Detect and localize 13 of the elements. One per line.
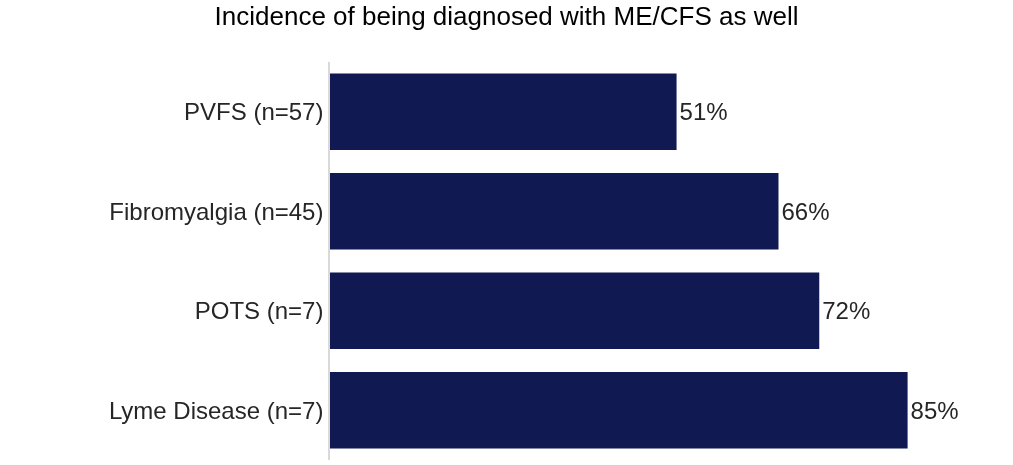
- bar: [330, 371, 908, 449]
- bar: [330, 172, 779, 250]
- data-label: 72%: [822, 297, 871, 325]
- data-label: 85%: [910, 396, 959, 424]
- y-tick-label: Fibromyalgia (n=45): [109, 197, 324, 225]
- y-tick-label: Lyme Disease (n=7): [108, 396, 324, 424]
- chart-title: Incidence of being diagnosed with ME/CFS as well: [214, 1, 799, 32]
- bar: [330, 272, 820, 350]
- bar: [330, 73, 677, 151]
- data-label: 51%: [679, 98, 728, 126]
- y-tick-label: POTS (n=7): [194, 297, 324, 325]
- y-tick-label: PVFS (n=57): [184, 98, 324, 126]
- data-label: 66%: [781, 197, 830, 225]
